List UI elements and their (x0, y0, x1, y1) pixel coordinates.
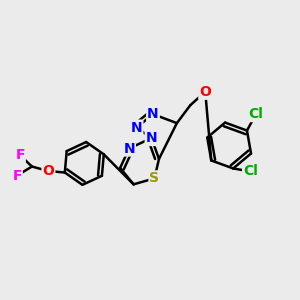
Text: S: S (149, 171, 160, 185)
Text: N: N (131, 121, 142, 135)
Text: O: O (199, 85, 211, 99)
Text: O: O (43, 164, 54, 178)
Text: N: N (147, 107, 159, 121)
Text: Cl: Cl (248, 107, 263, 121)
Text: F: F (12, 169, 22, 182)
Text: F: F (15, 148, 25, 162)
Text: N: N (123, 142, 135, 155)
Text: Cl: Cl (243, 164, 258, 178)
Text: N: N (146, 131, 157, 145)
